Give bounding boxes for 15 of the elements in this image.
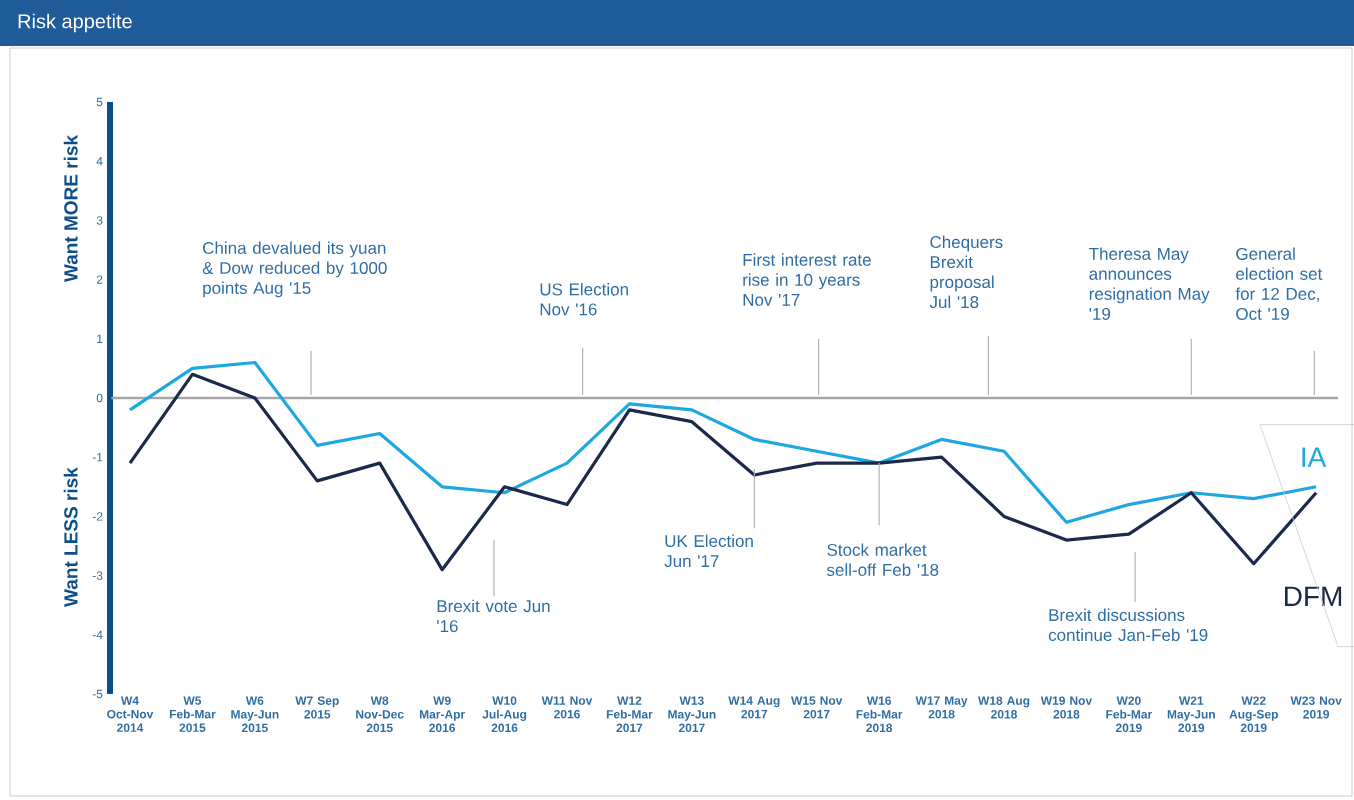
annotation: US Election Nov '16 bbox=[540, 282, 628, 316]
annotation: China devalued its yuan & Dow reduced by 1000 points Aug '15 bbox=[202, 241, 387, 298]
annotation: Stock market sell-off Feb '18 bbox=[826, 543, 939, 576]
series-label: IA bbox=[1302, 447, 1327, 467]
series-label: DFM bbox=[1285, 586, 1342, 606]
text: Want LESS risk bbox=[63, 467, 78, 607]
annotation: Brexit vote Jun '16 bbox=[437, 599, 550, 633]
chart-title: Risk appetite bbox=[18, 13, 132, 33]
annotation: Brexit discussions continue Jan-Feb '19 bbox=[1048, 608, 1208, 642]
annotation: Chequers Brexit proposal Jul '18 bbox=[929, 235, 1003, 309]
annotation: General election set for 12 Dec, Oct '19 bbox=[1235, 247, 1323, 320]
annotation: First interest rate rise in 10 years Nov '17 bbox=[743, 253, 871, 306]
annotation: Theresa May announces resignation May '19 bbox=[1089, 247, 1210, 320]
annotation: UK Election Jun '17 bbox=[664, 534, 753, 568]
text: Want MORE risk bbox=[63, 134, 78, 283]
